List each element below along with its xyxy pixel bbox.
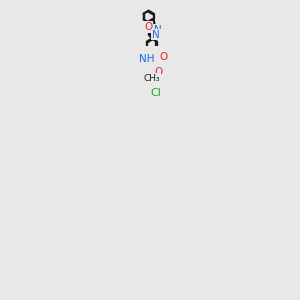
Text: O: O — [159, 52, 167, 62]
Text: N: N — [152, 30, 160, 40]
Text: O: O — [154, 67, 163, 77]
Text: CH₃: CH₃ — [144, 74, 160, 82]
Text: O: O — [144, 22, 152, 32]
Text: N: N — [154, 25, 162, 35]
Text: Cl: Cl — [151, 88, 162, 98]
Text: NH: NH — [139, 54, 154, 64]
